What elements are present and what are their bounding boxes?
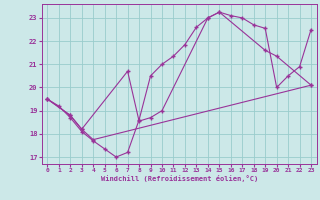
X-axis label: Windchill (Refroidissement éolien,°C): Windchill (Refroidissement éolien,°C) xyxy=(100,175,258,182)
